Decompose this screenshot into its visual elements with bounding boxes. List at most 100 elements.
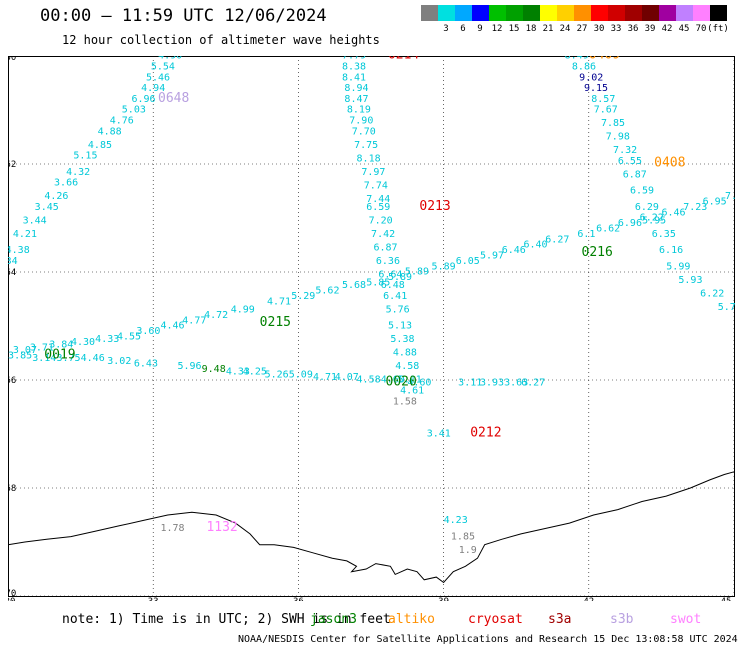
- swh-value: 7.32: [613, 145, 637, 156]
- legend-bin-label: 42: [661, 24, 673, 34]
- pass-time-label: 0408: [654, 156, 685, 171]
- swh-value: 5.26: [265, 369, 289, 380]
- lon-tick-label: 45: [721, 597, 732, 601]
- swh-value: 5.38: [390, 334, 414, 345]
- swh-value: 5.95: [642, 215, 666, 226]
- swh-value: 6.96: [618, 218, 642, 229]
- legend-unit-label: (ft): [707, 24, 729, 34]
- legend-bin-label: 30: [593, 24, 605, 34]
- swh-value: 3.84: [49, 340, 73, 351]
- swh-value: 6.1: [577, 229, 595, 240]
- legend-bin-label: 21: [542, 24, 554, 34]
- swh-value: 6.64: [378, 269, 402, 280]
- swh-value: 4.72: [204, 310, 228, 321]
- lat-tick-label: -68: [8, 484, 16, 494]
- footer-note: note: 1) Time is in UTC; 2) SWH is in fe…: [62, 612, 391, 627]
- pass-time-label: 1132: [206, 520, 237, 535]
- swh-value: 3.14: [32, 353, 56, 364]
- legend-swatch: [710, 5, 727, 21]
- swh-value: 7.23: [683, 202, 707, 213]
- pass-time-label: 0213: [419, 199, 450, 214]
- swh-value: 6.55: [618, 156, 642, 167]
- lon-tick-label: 33: [148, 597, 159, 601]
- swh-value: 8.86: [572, 62, 596, 73]
- credit-line: NOAA/NESDIS Center for Satellite Applica…: [238, 634, 738, 645]
- swh-value: 6.43: [134, 359, 158, 370]
- swh-value: 1.58: [393, 396, 417, 407]
- swh-value: 4.33: [226, 367, 250, 378]
- map-svg: 303336394245-60-62-64-66-68-704.905.545.…: [0, 45, 740, 607]
- legend-bin-label: 39: [644, 24, 656, 34]
- swh-value: 5.03: [122, 105, 146, 116]
- swh-value: 6.40: [524, 240, 548, 251]
- swh-value: 6.95: [703, 197, 727, 208]
- swh-value: 3.66: [54, 178, 78, 189]
- swh-value: 5.89: [432, 261, 456, 272]
- swh-value: 8.49: [565, 56, 589, 62]
- swh-value: 6.29: [635, 202, 659, 213]
- swh-value: 4.60: [407, 377, 431, 388]
- swh-value: 9.02: [579, 72, 603, 83]
- swh-value: 6.22: [640, 213, 664, 224]
- lat-tick-label: -66: [8, 376, 16, 386]
- swh-value: 4.25: [243, 367, 267, 378]
- legend-swatch: [506, 5, 523, 21]
- swh-value: 4.61: [400, 386, 424, 397]
- swh-value: 6.46: [661, 207, 685, 218]
- pass-time-label: 0020: [386, 374, 417, 389]
- swh-value: 4.32: [66, 167, 90, 178]
- swh-value: 7.44: [366, 194, 390, 205]
- lat-tick-label: -70: [8, 589, 16, 599]
- swh-value: 4.99: [231, 305, 255, 316]
- swh-value: 6.36: [376, 256, 400, 267]
- swh-value: 3.85: [8, 350, 32, 361]
- legend-swatch: [540, 5, 557, 21]
- legend-bin-label: 36: [627, 24, 639, 34]
- legend-swatch: [489, 5, 506, 21]
- swh-value: 4.55: [117, 332, 141, 343]
- pass-time-label: 0216: [582, 245, 613, 260]
- swh-value: 6.05: [456, 256, 480, 267]
- swh-value: 7.20: [369, 215, 393, 226]
- swh-value: 4.21: [13, 229, 37, 240]
- legend-bin-label: 18: [525, 24, 537, 34]
- swh-value: 4.88: [393, 348, 417, 359]
- swh-value: 8.19: [347, 105, 371, 116]
- swh-value: 6.59: [630, 186, 654, 197]
- swh-value: 6.62: [596, 224, 620, 235]
- swh-value: 6.22: [700, 288, 724, 299]
- swh-value: 3.02: [107, 356, 131, 367]
- swh-value: 4.23: [444, 515, 468, 526]
- swh-value: 5.54: [151, 62, 175, 73]
- swh-value: 5.7: [718, 302, 736, 313]
- swh-value: 3.07: [13, 345, 37, 356]
- swh-value: 8.94: [344, 83, 368, 94]
- swh-value: 5.89: [405, 267, 429, 278]
- swh-value: 5.97: [480, 251, 504, 262]
- swh-value: 4.58: [395, 361, 419, 372]
- lat-tick-label: -62: [8, 160, 16, 170]
- swh-value: 5.62: [315, 286, 339, 297]
- legend-bin-label: 27: [576, 24, 588, 34]
- swh-value: 5.29: [291, 291, 315, 302]
- swh-value: 4.46: [81, 353, 105, 364]
- swh-value: 5.93: [678, 275, 702, 286]
- swh-value: 5.13: [388, 321, 412, 332]
- swh-value: 3.75: [56, 353, 80, 364]
- swh-value: 7.90: [349, 116, 373, 127]
- satellite-label-jason3: jason3: [310, 612, 357, 627]
- map-frame: [8, 56, 735, 597]
- satellite-label-swot: swot: [670, 612, 702, 627]
- legend-swatch: [642, 5, 659, 21]
- map-title: 00:00 – 11:59 UTC 12/06/2024: [40, 6, 327, 26]
- swh-value: 4.71: [267, 296, 291, 307]
- swh-value: 3.44: [23, 215, 47, 226]
- legend-bin-label: 70: [695, 24, 707, 34]
- swh-value: 8.47: [344, 94, 368, 105]
- swh-value: 4.58: [357, 375, 381, 386]
- swh-value: 3.45: [35, 202, 59, 213]
- swh-value: 5.89: [388, 272, 412, 283]
- swh-value: 7.79: [342, 56, 366, 62]
- legend-swatch: [472, 5, 489, 21]
- legend-swatch: [676, 5, 693, 21]
